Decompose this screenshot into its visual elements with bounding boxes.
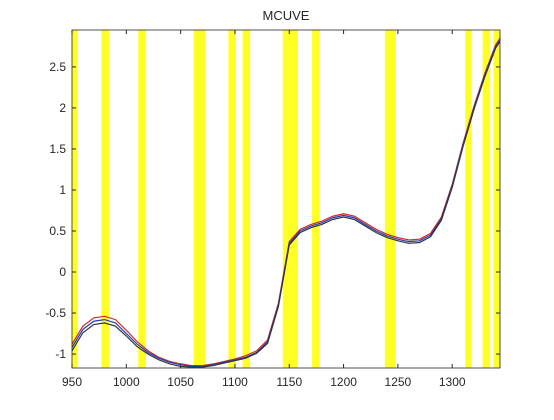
selected-band bbox=[72, 30, 78, 368]
x-tick-label: 1200 bbox=[330, 375, 357, 389]
selected-band bbox=[242, 30, 251, 368]
selected-band bbox=[384, 30, 396, 368]
selected-band bbox=[465, 30, 472, 368]
x-tick-label: 1050 bbox=[167, 375, 194, 389]
selected-band bbox=[193, 30, 206, 368]
y-tick-label: -0.5 bbox=[45, 306, 66, 320]
y-tick-label: 1 bbox=[59, 183, 66, 197]
y-tick-label: 2 bbox=[59, 101, 66, 115]
selected-band bbox=[312, 30, 320, 368]
spectrum-line bbox=[71, 37, 501, 367]
plot-box bbox=[71, 29, 501, 369]
x-tick-label: 950 bbox=[62, 375, 82, 389]
x-tick-label: 1100 bbox=[222, 375, 248, 389]
x-tick-label: 1300 bbox=[439, 375, 466, 389]
x-tick-label: 1250 bbox=[385, 375, 412, 389]
selected-band bbox=[228, 30, 237, 368]
y-tick-label: -1 bbox=[55, 347, 66, 361]
x-tick-label: 1150 bbox=[276, 375, 302, 389]
y-tick-label: 2.5 bbox=[49, 60, 66, 74]
y-tick-label: 0 bbox=[59, 265, 66, 279]
y-tick-label: 0.5 bbox=[49, 224, 66, 238]
selected-band bbox=[282, 30, 298, 368]
y-tick-label: 1.5 bbox=[49, 142, 66, 156]
chart-title: MCUVE bbox=[263, 8, 310, 23]
spectrum-line bbox=[71, 39, 501, 367]
selected-band bbox=[101, 30, 109, 368]
selected-band bbox=[493, 30, 500, 368]
selected-band bbox=[138, 30, 146, 368]
x-tick-label: 1000 bbox=[113, 375, 140, 389]
spectrum-line bbox=[71, 41, 501, 368]
selected-band bbox=[482, 30, 491, 368]
